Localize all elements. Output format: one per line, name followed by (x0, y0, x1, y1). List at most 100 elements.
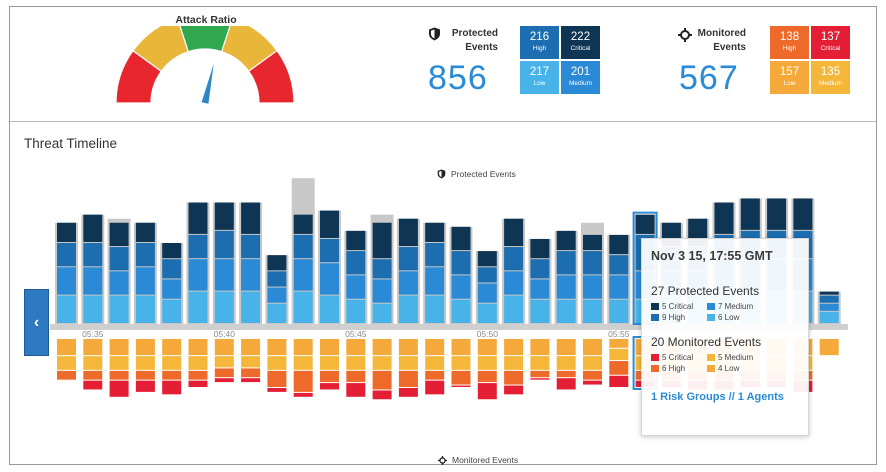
protected-high-segment[interactable] (241, 234, 261, 259)
protected-low-tile[interactable]: 217 Low (520, 61, 559, 94)
monitored-medium-segment[interactable] (398, 356, 418, 370)
protected-medium-segment[interactable] (451, 275, 471, 299)
protected-medium-segment[interactable] (135, 267, 155, 295)
monitored-critical-segment[interactable] (504, 385, 524, 395)
monitored-medium-segment[interactable] (241, 356, 261, 368)
monitored-medium-segment[interactable] (425, 356, 445, 370)
protected-critical-segment[interactable] (530, 238, 550, 259)
protected-medium-segment[interactable] (556, 275, 576, 299)
monitored-low-segment[interactable] (109, 339, 129, 356)
protected-low-segment[interactable] (425, 295, 445, 323)
monitored-critical-segment[interactable] (477, 383, 497, 400)
protected-high-segment[interactable] (372, 259, 392, 279)
protected-high-segment[interactable] (188, 234, 208, 259)
monitored-medium-segment[interactable] (609, 348, 629, 361)
protected-critical-segment[interactable] (109, 222, 129, 247)
protected-critical-segment[interactable] (241, 202, 261, 234)
protected-critical-segment[interactable] (346, 230, 366, 251)
protected-low-segment[interactable] (320, 295, 339, 323)
monitored-high-segment[interactable] (214, 368, 234, 378)
protected-low-segment[interactable] (398, 295, 418, 323)
protected-critical-segment[interactable] (57, 222, 76, 242)
risk-groups-link[interactable]: 1 Risk Groups // 1 Agents (651, 391, 784, 403)
protected-medium-segment[interactable] (267, 287, 287, 303)
monitored-medium-segment[interactable] (451, 356, 471, 370)
monitored-high-segment[interactable] (135, 370, 155, 380)
monitored-medium-segment[interactable] (504, 356, 524, 370)
protected-high-segment[interactable] (83, 243, 103, 267)
protected-high-segment[interactable] (425, 243, 445, 267)
monitored-low-segment[interactable] (346, 339, 366, 356)
protected-critical-segment[interactable] (398, 218, 418, 247)
protected-high-segment[interactable] (477, 267, 497, 283)
monitored-medium-segment[interactable] (477, 356, 497, 370)
protected-critical-segment[interactable] (793, 198, 813, 230)
monitored-high-tile[interactable]: 138 High (770, 26, 809, 59)
monitored-critical-segment[interactable] (346, 383, 366, 397)
monitored-high-segment[interactable] (451, 370, 471, 385)
protected-critical-segment[interactable] (83, 214, 103, 242)
monitored-medium-segment[interactable] (320, 356, 339, 370)
monitored-high-segment[interactable] (372, 370, 392, 390)
protected-critical-segment[interactable] (740, 198, 760, 230)
monitored-medium-segment[interactable] (57, 356, 76, 370)
protected-medium-segment[interactable] (188, 259, 208, 291)
protected-critical-segment[interactable] (135, 222, 155, 242)
protected-medium-segment[interactable] (477, 283, 497, 303)
monitored-medium-segment[interactable] (109, 356, 129, 370)
monitored-critical-segment[interactable] (398, 388, 418, 397)
monitored-low-segment[interactable] (819, 339, 839, 356)
protected-critical-segment[interactable] (819, 291, 839, 295)
monitored-high-segment[interactable] (320, 370, 339, 383)
protected-low-segment[interactable] (293, 291, 313, 323)
protected-low-segment[interactable] (57, 295, 76, 323)
monitored-high-segment[interactable] (162, 370, 182, 380)
protected-critical-segment[interactable] (162, 243, 182, 259)
monitored-low-segment[interactable] (83, 339, 103, 356)
monitored-critical-segment[interactable] (609, 375, 629, 387)
protected-high-segment[interactable] (109, 247, 129, 271)
protected-high-segment[interactable] (530, 259, 550, 279)
monitored-critical-segment[interactable] (425, 380, 445, 395)
monitored-high-segment[interactable] (241, 368, 261, 378)
protected-high-segment[interactable] (609, 255, 629, 275)
protected-high-tile[interactable]: 216 High (520, 26, 559, 59)
protected-low-segment[interactable] (135, 295, 155, 323)
monitored-high-segment[interactable] (425, 370, 445, 380)
monitored-high-segment[interactable] (109, 370, 129, 380)
monitored-high-segment[interactable] (477, 370, 497, 383)
protected-medium-segment[interactable] (398, 271, 418, 295)
protected-medium-segment[interactable] (293, 259, 313, 291)
protected-critical-segment[interactable] (188, 202, 208, 234)
monitored-critical-segment[interactable] (293, 392, 313, 397)
monitored-low-segment[interactable] (398, 339, 418, 356)
protected-critical-segment[interactable] (320, 210, 339, 238)
protected-medium-segment[interactable] (214, 259, 234, 291)
monitored-low-tile[interactable]: 157 Low (770, 61, 809, 94)
monitored-critical-segment[interactable] (135, 380, 155, 392)
monitored-medium-segment[interactable] (267, 356, 287, 370)
protected-low-segment[interactable] (819, 311, 839, 323)
monitored-low-segment[interactable] (609, 339, 629, 348)
monitored-critical-segment[interactable] (583, 380, 602, 385)
monitored-high-segment[interactable] (530, 370, 550, 378)
protected-medium-segment[interactable] (530, 279, 550, 299)
monitored-high-segment[interactable] (504, 370, 524, 385)
monitored-critical-segment[interactable] (320, 383, 339, 390)
monitored-high-segment[interactable] (293, 370, 313, 392)
protected-high-segment[interactable] (267, 271, 287, 287)
protected-high-segment[interactable] (346, 251, 366, 275)
monitored-medium-segment[interactable] (346, 356, 366, 370)
protected-high-segment[interactable] (320, 238, 339, 263)
protected-medium-segment[interactable] (425, 267, 445, 295)
protected-low-segment[interactable] (609, 299, 629, 323)
monitored-high-segment[interactable] (267, 370, 287, 387)
protected-high-segment[interactable] (214, 230, 234, 259)
protected-critical-segment[interactable] (583, 234, 602, 251)
protected-critical-segment[interactable] (267, 255, 287, 271)
monitored-low-segment[interactable] (556, 339, 576, 356)
monitored-low-segment[interactable] (504, 339, 524, 356)
monitored-critical-segment[interactable] (556, 378, 576, 390)
monitored-low-segment[interactable] (320, 339, 339, 356)
monitored-high-segment[interactable] (609, 361, 629, 375)
